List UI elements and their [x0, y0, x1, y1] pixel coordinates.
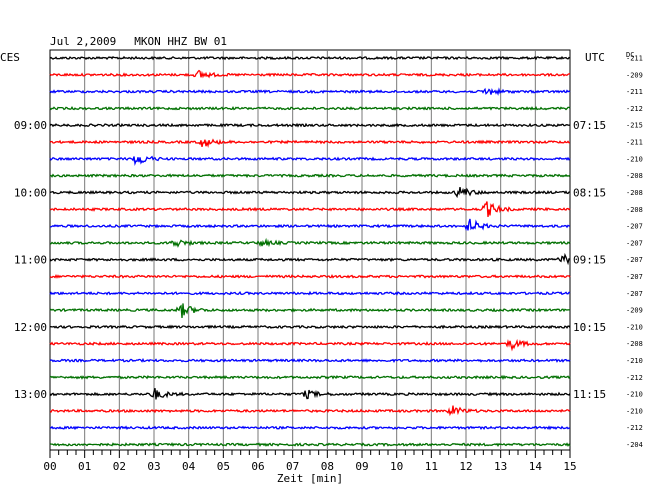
dc-offset-label: -204: [626, 441, 643, 449]
seismic-trace: [49, 186, 571, 199]
dc-offset-label: -211: [626, 88, 643, 96]
dc-offset-label: -210: [626, 155, 643, 163]
seismic-trace: [49, 338, 571, 352]
dc-offset-label: -207: [626, 223, 643, 231]
seismic-trace: [49, 274, 571, 279]
seismic-trace: [49, 374, 571, 380]
dc-offset-label: -207: [626, 256, 643, 264]
seismic-trace: [49, 290, 571, 296]
dc-offset-label: -209: [626, 71, 643, 79]
dc-offset-label: -212: [626, 424, 643, 432]
x-tick-label: 05: [217, 460, 230, 473]
dc-offset-label: -215: [626, 122, 643, 130]
seismic-trace: [49, 155, 571, 166]
seismic-trace: [49, 252, 571, 266]
x-tick-label: 14: [529, 460, 543, 473]
right-hour-label: 11:15: [573, 388, 606, 401]
seismic-trace: [49, 105, 571, 111]
x-tick-label: 11: [425, 460, 438, 473]
x-tick-label: 04: [182, 460, 196, 473]
x-tick-label: 15: [563, 460, 576, 473]
x-tick-label: 12: [459, 460, 472, 473]
dc-offset-label: -210: [626, 323, 643, 331]
seismic-trace: [49, 237, 571, 248]
x-axis-label: Zeit [min]: [277, 472, 343, 485]
traces: [49, 55, 571, 447]
seismic-trace: [49, 357, 571, 363]
seismic-trace: [49, 87, 571, 96]
x-axis: 00 01 02 03 04 05 06 07 08 09 10 11 12 13 14 15: [43, 450, 577, 473]
left-timezone-label: CES: [0, 51, 20, 64]
dc-offset-label: -211: [626, 139, 643, 147]
x-tick-label: 13: [494, 460, 507, 473]
right-hour-label: 08:15: [573, 186, 606, 199]
seismic-trace: [49, 425, 571, 431]
seismic-trace: [49, 69, 570, 79]
dc-offset-label: -210: [626, 391, 643, 399]
seismic-trace: [49, 303, 571, 319]
left-hour-label: 13:00: [14, 388, 47, 401]
x-tick-label: 02: [113, 460, 126, 473]
dc-offset-label: -207: [626, 290, 643, 298]
x-tick-label: 08: [321, 460, 334, 473]
seismic-trace: [49, 122, 570, 128]
grid: [84, 50, 536, 450]
dc-offset-label: -207: [626, 239, 643, 247]
x-tick-label: 10: [390, 460, 403, 473]
dc-offset-label: -211: [626, 55, 643, 63]
x-tick-label: 09: [355, 460, 368, 473]
seismic-trace: [50, 324, 571, 330]
right-hour-label: 07:15: [573, 119, 606, 132]
x-tick-label: 07: [286, 460, 299, 473]
x-tick-label: 03: [147, 460, 160, 473]
station-id: MKON HHZ BW 01: [134, 35, 227, 48]
x-tick-label: 06: [251, 460, 264, 473]
right-hour-label: 09:15: [573, 254, 606, 267]
seismic-trace: [50, 218, 571, 232]
seismic-trace: [49, 138, 571, 149]
right-timezone-label: UTC: [585, 51, 605, 64]
x-tick-label: 00: [43, 460, 56, 473]
left-hour-label: 11:00: [14, 254, 47, 267]
right-hour-label: 10:15: [573, 321, 606, 334]
seismic-trace: [49, 388, 571, 400]
dc-label: DC: [626, 51, 634, 59]
dc-offset-label: -207: [626, 273, 643, 281]
dc-offset-label: -208: [626, 189, 643, 197]
seismic-trace: [49, 55, 571, 61]
dc-offset-label: -212: [626, 374, 643, 382]
dc-offset-label: -208: [626, 340, 643, 348]
left-hour-label: 10:00: [14, 186, 47, 199]
trace-labels: 09:00 07:15 10:00 08:15 11:00 09:15 12:00 10:15…: [14, 55, 643, 450]
seismic-trace: [49, 442, 571, 447]
chart-date: Jul 2,2009: [50, 35, 116, 48]
left-hour-label: 09:00: [14, 119, 47, 132]
dc-offset-label: -209: [626, 307, 643, 315]
seismic-trace: [49, 201, 571, 217]
x-tick-label: 01: [78, 460, 91, 473]
plot-frame: [49, 49, 571, 451]
dc-offset-label: -208: [626, 172, 643, 180]
seismic-trace: [49, 405, 571, 417]
dc-offset-label: -212: [626, 105, 643, 113]
dc-offset-label: -210: [626, 357, 643, 365]
dc-offset-label: -210: [626, 407, 643, 415]
dc-offset-label: -208: [626, 206, 643, 214]
seismic-trace: [49, 173, 571, 179]
left-hour-label: 12:00: [14, 321, 47, 334]
